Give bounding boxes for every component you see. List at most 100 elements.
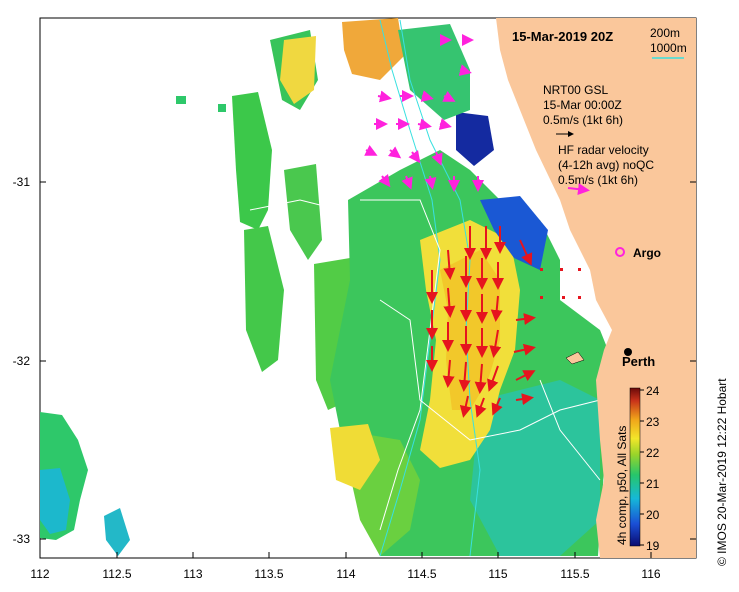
radar-arrow [388,146,402,159]
current-arrow [491,397,503,416]
current-arrow [443,249,456,280]
colorbar: 24 23 22 21 20 19 4h comp, p50, All Sats [615,384,660,553]
current-arrow [459,395,472,418]
current-arrow [515,313,536,325]
radar-legend: HF radar velocity (4-12h avg) noQC 0.5m/… [558,143,654,196]
radar-arrow [424,175,437,190]
sst-strip-2 [244,226,284,372]
rottnest-island [565,351,585,365]
current-arrow [513,343,536,356]
lon-tick-label: 115.5 [560,567,589,581]
model-legend-scale: 0.5m/s (1kt 6h) [543,113,623,127]
sst-strip-1 [232,92,272,230]
isobath-lines [379,19,481,557]
sst-patch-small-blue [104,508,130,556]
colorbar-ticks [640,389,644,546]
radar-arrow [364,145,378,156]
current-arrow [474,363,487,394]
radar-arrow [420,90,434,102]
axis-ticks [39,181,696,558]
isobath-200m [399,19,481,557]
contour-2 [379,299,601,441]
radar-arrow [431,151,443,166]
credit-text: © IMOS 20-Mar-2019 12:22 Hobart [715,378,729,566]
isobath-legend: 200m 1000m [650,26,687,59]
sst-blue-blob-north [456,112,494,166]
radar-arrow [378,174,391,188]
lat-tick-label: -33 [13,532,31,546]
sst-main-cyan [470,380,600,556]
lat-tick-label: -31 [13,175,31,189]
sst-patch-west-blue [40,468,70,534]
current-dot [562,296,565,299]
sst-yellow-patch [330,424,380,490]
model-current-arrows [426,226,536,418]
current-arrow [519,239,533,266]
sst-blue-blob-mid [480,196,548,270]
cbar-tick-label: 19 [646,539,660,553]
current-arrow [490,295,503,322]
radar-legend-arrow [567,183,590,196]
isobath-1000m [379,19,441,557]
current-arrow [515,393,534,406]
lon-tick-label: 116 [641,567,660,581]
radar-arrow [458,64,472,76]
radar-arrow [417,118,432,131]
cbar-tick-label: 22 [646,446,660,460]
lon-tick-label: 114 [336,567,355,581]
lon-tick-label: 113.5 [254,567,283,581]
argo-marker [615,247,625,257]
lon-tick-label: 114.5 [407,567,436,581]
land [496,18,696,558]
lon-tick-label: 112 [30,567,49,581]
colorbar-caption: 4h comp, p50, All Sats [615,426,629,545]
current-arrow [487,365,499,392]
contour-4 [539,379,601,481]
model-legend: NRT00 GSL 15-Mar 00:00Z 0.5m/s (1kt 6h) [543,83,623,137]
cbar-tick-label: 23 [646,415,660,429]
cbar-tick-label: 24 [646,384,660,398]
sst-warm-core [440,250,500,410]
isobath-legend-200m: 200m [650,26,680,40]
radar-arrow [401,175,413,190]
contour-3 [249,199,341,211]
radar-legend-name: HF radar velocity [558,143,649,157]
argo-marker-group: Argo [615,246,661,260]
perth-label: Perth [622,354,655,369]
current-dot [560,268,563,271]
model-legend-name: NRT00 GSL [543,83,608,97]
sst-dot-2 [218,104,226,112]
sst-dot-1 [176,96,186,104]
lon-tick-label: 112.5 [102,567,131,581]
lat-axis-labels: -31 -32 -33 [13,175,31,546]
lon-tick-label: 115 [488,567,507,581]
sst-north-orange [342,18,404,80]
model-legend-time: 15-Mar 00:00Z [543,98,622,112]
current-arrow [458,361,471,392]
isobath-legend-1000m: 1000m [650,41,687,55]
colorbar-swatch [629,387,641,547]
radar-legend-scale: 0.5m/s (1kt 6h) [558,173,638,187]
cbar-tick-label: 21 [646,477,660,491]
perth-marker-group: Perth [622,348,655,369]
current-dot [540,296,543,299]
perth-marker [624,348,632,356]
hf-radar-arrows [364,34,484,192]
model-current-dots [540,268,581,299]
lon-axis-labels: 112 112.5 113 113.5 114 114.5 115 115.5 … [30,567,660,581]
current-arrow [442,359,455,388]
current-dot [578,296,581,299]
argo-label: Argo [633,246,661,260]
radar-legend-avg: (4-12h avg) noQC [558,158,654,172]
radar-arrow [408,150,421,164]
sst-strip-4 [284,164,322,260]
current-arrow [475,397,487,418]
radar-arrow [438,118,452,130]
cbar-tick-label: 20 [646,508,660,522]
radar-arrow [377,90,392,103]
lon-tick-label: 113 [183,567,202,581]
current-arrow [443,287,456,318]
current-dot [578,268,581,271]
map-date-title: 15-Mar-2019 20Z [512,29,613,44]
